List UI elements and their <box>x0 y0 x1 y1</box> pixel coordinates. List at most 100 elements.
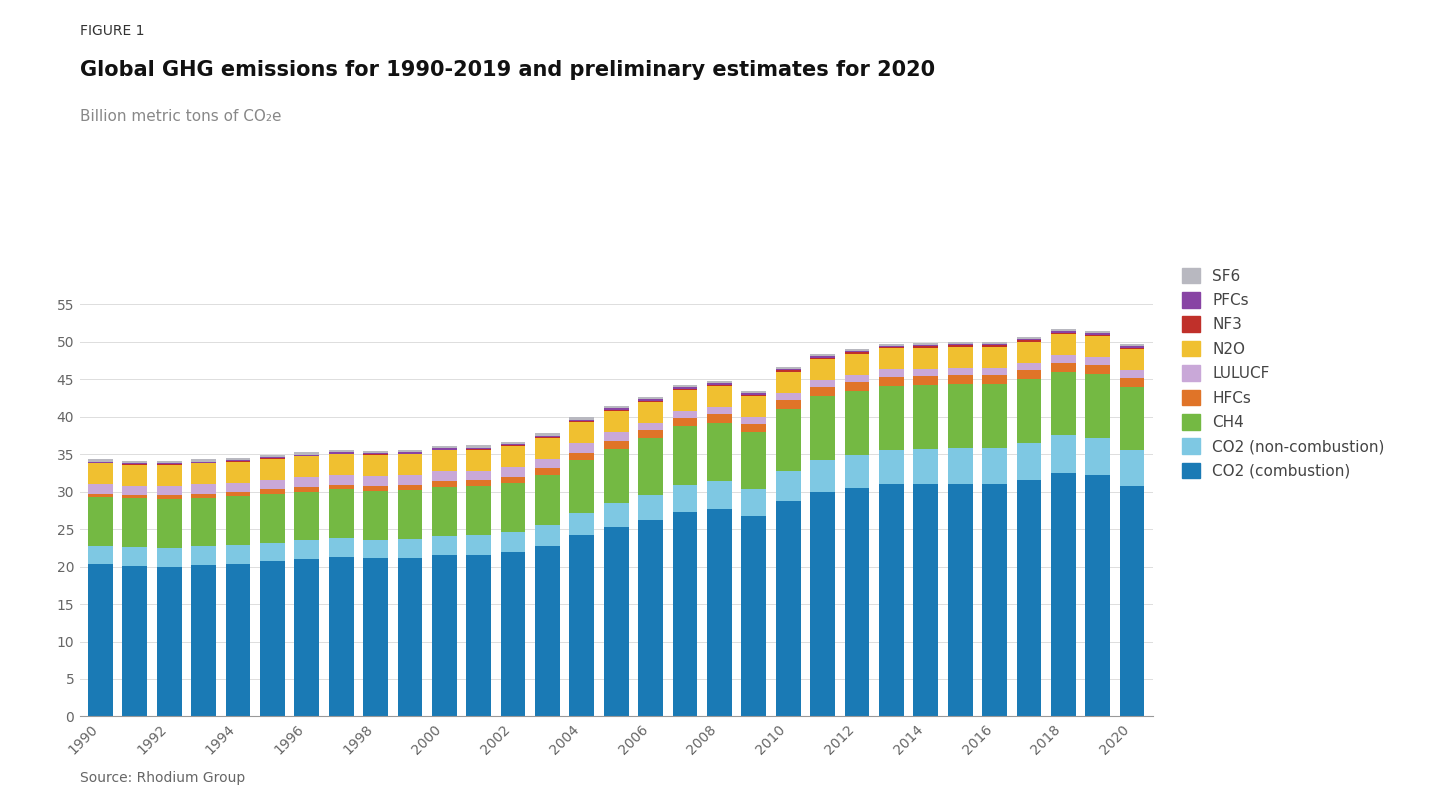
Bar <box>673 390 697 411</box>
Bar <box>294 540 319 559</box>
Bar <box>432 555 457 716</box>
Bar <box>982 344 1006 345</box>
Bar <box>673 512 697 716</box>
Bar <box>397 485 422 490</box>
Bar <box>1051 473 1076 716</box>
Bar <box>948 448 973 484</box>
Bar <box>191 547 216 565</box>
Bar <box>535 469 560 475</box>
Bar <box>191 493 216 497</box>
Bar <box>191 497 216 547</box>
Bar <box>1016 339 1041 341</box>
Bar <box>811 492 835 716</box>
Bar <box>432 536 457 555</box>
Bar <box>879 377 903 386</box>
Bar <box>741 396 766 417</box>
Bar <box>260 457 284 458</box>
Bar <box>811 387 835 396</box>
Bar <box>500 483 525 532</box>
Bar <box>397 490 422 539</box>
Bar <box>879 386 903 450</box>
Bar <box>122 464 146 485</box>
Bar <box>122 547 146 566</box>
Bar <box>1051 331 1076 332</box>
Bar <box>226 493 251 496</box>
Bar <box>294 487 319 492</box>
Bar <box>1051 329 1076 331</box>
Bar <box>260 459 284 480</box>
Bar <box>776 370 800 372</box>
Bar <box>500 532 525 552</box>
Bar <box>191 565 216 716</box>
Bar <box>432 450 457 472</box>
Bar <box>226 458 251 460</box>
Bar <box>844 374 870 382</box>
Bar <box>88 463 113 484</box>
Bar <box>638 397 663 399</box>
Bar <box>708 382 732 383</box>
Bar <box>1051 332 1076 334</box>
Bar <box>776 501 800 716</box>
Bar <box>948 484 973 716</box>
Bar <box>432 446 457 448</box>
Bar <box>397 475 422 485</box>
Bar <box>708 481 732 509</box>
Bar <box>191 460 216 461</box>
Bar <box>1086 333 1111 335</box>
Bar <box>157 567 181 716</box>
Bar <box>708 386 732 407</box>
Bar <box>603 408 629 410</box>
Bar <box>673 485 697 512</box>
Bar <box>329 489 354 538</box>
Bar <box>844 382 870 391</box>
Bar <box>776 393 800 400</box>
Bar <box>844 349 870 351</box>
Bar <box>260 480 284 489</box>
Bar <box>638 520 663 716</box>
Bar <box>1051 363 1076 372</box>
Bar <box>948 345 973 347</box>
Bar <box>811 380 835 387</box>
Bar <box>879 347 903 349</box>
Bar <box>432 472 457 481</box>
Bar <box>570 443 594 452</box>
Bar <box>294 455 319 456</box>
Bar <box>294 559 319 716</box>
Bar <box>1086 335 1111 336</box>
Bar <box>467 486 492 535</box>
Bar <box>776 369 800 370</box>
Bar <box>329 454 354 475</box>
Bar <box>226 496 251 545</box>
Bar <box>1119 346 1144 348</box>
Bar <box>157 464 181 485</box>
Bar <box>88 484 113 493</box>
Bar <box>1086 475 1111 716</box>
Bar <box>603 410 629 411</box>
Bar <box>362 453 389 455</box>
Bar <box>914 449 938 484</box>
Bar <box>638 402 663 423</box>
Bar <box>157 485 181 495</box>
Bar <box>191 484 216 493</box>
Bar <box>914 345 938 346</box>
Bar <box>467 481 492 486</box>
Bar <box>226 461 251 483</box>
Bar <box>570 422 594 443</box>
Bar <box>1051 436 1076 473</box>
Bar <box>122 498 146 547</box>
Bar <box>1119 344 1144 346</box>
Bar <box>673 387 697 389</box>
Bar <box>1119 486 1144 716</box>
Bar <box>776 367 800 369</box>
Bar <box>260 561 284 716</box>
Bar <box>329 485 354 489</box>
Bar <box>948 385 973 448</box>
Bar <box>362 491 389 539</box>
Bar <box>88 564 113 716</box>
Bar <box>1119 370 1144 378</box>
Bar <box>294 477 319 487</box>
Bar <box>467 450 492 471</box>
Bar <box>329 450 354 452</box>
Bar <box>570 460 594 513</box>
Bar <box>673 389 697 390</box>
